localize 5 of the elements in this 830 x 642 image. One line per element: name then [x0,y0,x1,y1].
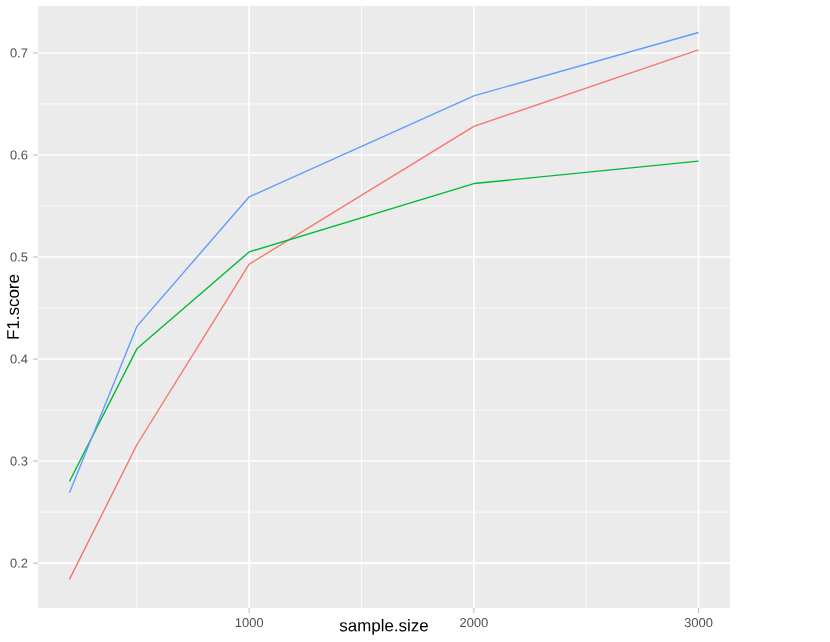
y-axis-title: F1.score [7,274,19,339]
line-series [68,49,700,581]
x-axis-title: sample.size [339,619,428,635]
line-series [68,160,700,483]
line-series [68,31,700,494]
